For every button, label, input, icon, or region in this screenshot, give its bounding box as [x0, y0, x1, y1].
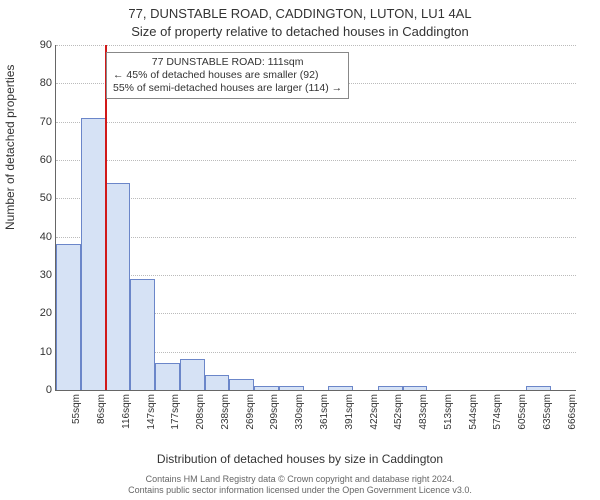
x-tick-label: 330sqm	[294, 394, 305, 430]
annotation-line: 55% of semi-detached houses are larger (…	[113, 82, 342, 95]
footer-line-2: Contains public sector information licen…	[0, 485, 600, 496]
bar	[229, 379, 254, 391]
grid-line	[56, 45, 576, 46]
x-axis-title: Distribution of detached houses by size …	[0, 452, 600, 466]
bar	[106, 183, 131, 390]
x-tick-label: 116sqm	[121, 394, 132, 429]
x-tick-label: 238sqm	[220, 394, 231, 430]
y-tick-label: 60	[26, 154, 52, 166]
bar	[155, 363, 180, 390]
bar	[180, 359, 205, 390]
y-tick-label: 0	[26, 384, 52, 396]
x-tick-label: 177sqm	[170, 394, 181, 430]
footer-line-1: Contains HM Land Registry data © Crown c…	[0, 474, 600, 485]
chart-container: { "title_main": "77, DUNSTABLE ROAD, CAD…	[0, 0, 600, 500]
bar	[205, 375, 230, 390]
y-tick-label: 80	[26, 77, 52, 89]
grid-line	[56, 198, 576, 199]
x-tick-label: 544sqm	[468, 394, 479, 430]
x-tick-label: 208sqm	[195, 394, 206, 430]
x-tick-label: 666sqm	[567, 394, 578, 430]
plot-area: 010203040506070809055sqm86sqm116sqm147sq…	[55, 45, 575, 390]
chart-title-main: 77, DUNSTABLE ROAD, CADDINGTON, LUTON, L…	[0, 6, 600, 21]
bar	[56, 244, 81, 390]
grid-line	[56, 160, 576, 161]
bar	[81, 118, 106, 390]
x-tick-label: 147sqm	[146, 394, 157, 430]
x-tick-label: 483sqm	[418, 394, 429, 430]
bar	[254, 386, 279, 390]
y-tick-label: 10	[26, 346, 52, 358]
annotation-line: ← 45% of detached houses are smaller (92…	[113, 69, 342, 82]
x-tick-label: 269sqm	[245, 394, 256, 430]
y-tick-label: 70	[26, 116, 52, 128]
bar	[403, 386, 428, 390]
bar	[328, 386, 353, 390]
x-tick-label: 391sqm	[344, 394, 355, 430]
chart-title-sub: Size of property relative to detached ho…	[0, 24, 600, 39]
y-tick-label: 30	[26, 269, 52, 281]
x-tick-label: 635sqm	[542, 394, 553, 430]
y-tick-label: 50	[26, 192, 52, 204]
y-axis-label: Number of detached properties	[3, 65, 17, 230]
y-tick-label: 20	[26, 307, 52, 319]
grid-line	[56, 275, 576, 276]
grid-line	[56, 122, 576, 123]
y-tick-label: 40	[26, 231, 52, 243]
x-tick-label: 574sqm	[492, 394, 503, 430]
chart-footer: Contains HM Land Registry data © Crown c…	[0, 474, 600, 496]
x-tick-label: 55sqm	[71, 394, 82, 424]
bar	[130, 279, 155, 390]
x-tick-label: 86sqm	[96, 394, 107, 424]
x-tick-label: 452sqm	[393, 394, 404, 430]
annotation-box: 77 DUNSTABLE ROAD: 111sqm← 45% of detach…	[106, 52, 349, 99]
bar	[378, 386, 403, 390]
y-tick-label: 90	[26, 39, 52, 51]
x-tick-label: 513sqm	[443, 394, 454, 430]
x-tick-label: 299sqm	[269, 394, 280, 430]
x-tick-label: 605sqm	[517, 394, 528, 430]
grid-line	[56, 237, 576, 238]
x-tick-label: 422sqm	[369, 394, 380, 430]
annotation-line: 77 DUNSTABLE ROAD: 111sqm	[113, 56, 342, 69]
bar	[526, 386, 551, 390]
bar	[279, 386, 304, 390]
x-tick-label: 361sqm	[319, 394, 330, 430]
plot-inner: 010203040506070809055sqm86sqm116sqm147sq…	[55, 45, 576, 391]
